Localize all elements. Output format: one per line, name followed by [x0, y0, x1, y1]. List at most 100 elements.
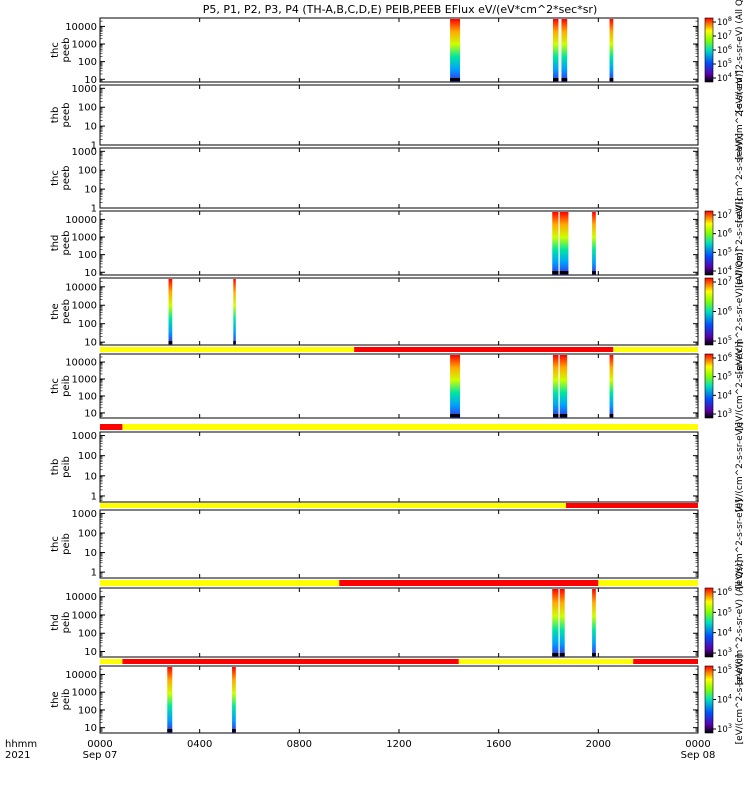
y-tick-label: 1000 — [72, 147, 97, 158]
panel-label: thepeeb — [50, 299, 72, 324]
spectrogram-floor — [592, 653, 596, 656]
colorbar — [704, 277, 714, 346]
spectrogram-block — [552, 589, 559, 657]
colorbar-label: 103 — [717, 407, 732, 420]
panel-label: thbpeeb — [50, 103, 72, 128]
chart-title: P5, P1, P2, P3, P4 (TH-A,B,C,D,E) PEIB,P… — [203, 3, 598, 16]
status-segment — [100, 659, 123, 664]
panel-label: thcpeeb — [50, 166, 72, 191]
spectrogram-floor — [552, 414, 559, 417]
colorbar-unit-label: [eV/(cm^2-s-sr-eV) (All Qs)] — [735, 560, 745, 685]
panel-1: 1 10 100 1000 thbpeeb [eV/(cm^2-s-sr-eV)] — [50, 70, 745, 160]
x-axis-year: 2021 — [5, 750, 30, 761]
y-tick-label: 100 — [78, 103, 97, 114]
y-tick-label: 10000 — [65, 22, 97, 33]
spectrogram-block — [552, 355, 559, 418]
colorbar-label: 103 — [717, 722, 732, 735]
colorbar-unit-label: [eV/(cm^2-s-sr-eV)] — [735, 655, 745, 745]
panel-label: thbpeib — [50, 456, 72, 478]
spectrogram-block — [450, 19, 461, 82]
y-tick-label: 1000 — [72, 431, 97, 442]
colorbar — [704, 665, 714, 734]
colorbar-unit-label: [eV/(cm^2-s-sr-eV)] — [735, 70, 745, 160]
status-segment — [339, 580, 599, 586]
x-tick-label: 1600 — [486, 739, 511, 750]
y-tick-label: 1000 — [72, 40, 97, 51]
spectrogram-block — [167, 667, 173, 733]
panel-3: 10 100 1000 10000 thdpeeb 104 105 106 107 [eV/(cm… — [50, 198, 745, 288]
spectrogram-floor — [561, 78, 568, 81]
colorbar-label: 104 — [717, 626, 732, 639]
colorbar-label: 104 — [717, 693, 732, 706]
x-tick-label: 2000 — [586, 739, 611, 750]
y-tick-label: 1 — [91, 204, 97, 215]
panel-10: 1 10 100 1000 thcpeib [eV/(cm^2-s-sr-eV)] — [50, 499, 745, 589]
y-tick-label: 10 — [84, 723, 97, 734]
colorbar-unit-label: [eV/(cm^2-s-sr-eV)] — [735, 198, 745, 288]
colorbar-label: 107 — [717, 275, 732, 288]
status-segment — [458, 659, 634, 664]
panel-4: 10 100 1000 10000 thepeeb 105 106 107 [eV/(cm^2-… — [50, 249, 745, 374]
spectrogram-block — [559, 355, 568, 418]
colorbar — [704, 353, 714, 419]
panel-14: 10 100 1000 10000 thepeib 103 104 105 [eV/(cm^2-… — [50, 655, 745, 745]
y-tick-label: 10 — [84, 408, 97, 419]
y-tick-label: 100 — [78, 57, 97, 68]
y-tick-label: 1000 — [72, 610, 97, 621]
y-tick-label: 10 — [84, 75, 97, 86]
y-tick-label: 10 — [84, 471, 97, 482]
colorbar-unit-label: [eV/(cm^2-s-sr-eV) (All Qs)] — [735, 249, 745, 374]
colorbar-label: 106 — [717, 305, 732, 318]
panel-frame — [99, 84, 699, 146]
panel-frame — [99, 17, 699, 83]
y-tick-label: 1 — [91, 491, 97, 502]
colorbar-unit-label: [eV/(cm^2-s-sr-eV)] — [735, 341, 745, 431]
y-tick-label: 10 — [84, 647, 97, 658]
y-tick-label: 1000 — [72, 301, 97, 312]
y-tick-label: 10 — [84, 185, 97, 196]
x-tick-label: 0400 — [187, 739, 212, 750]
y-tick-label: 100 — [78, 166, 97, 177]
y-tick-label: 1000 — [72, 688, 97, 699]
panel-label: thepeib — [50, 689, 72, 711]
spectrogram-block — [592, 589, 596, 657]
colorbar-label: 105 — [717, 605, 732, 618]
status-segment — [122, 659, 459, 664]
y-tick-label: 10000 — [65, 215, 97, 226]
y-tick-label: 100 — [78, 529, 97, 540]
status-segment — [100, 347, 355, 352]
spectrogram-floor — [168, 341, 173, 344]
spectrogram-block — [450, 355, 461, 418]
spectrogram-floor — [559, 271, 569, 274]
y-tick-label: 100 — [78, 319, 97, 330]
spectrogram-floor — [552, 653, 559, 656]
panel-frame — [99, 431, 699, 503]
spectrogram-block — [552, 19, 559, 82]
panel-8: 1 10 100 1000 thbpeib [eV/(cm^2-s-sr-eV)] — [50, 422, 745, 512]
y-tick-label: 1000 — [72, 233, 97, 244]
panel-label: thdpeeb — [50, 231, 72, 256]
spectrogram-block — [592, 212, 596, 275]
spectrogram-block — [609, 19, 614, 82]
spectrogram-block — [232, 667, 236, 733]
y-tick-label: 100 — [78, 391, 97, 402]
y-tick-label: 1 — [91, 141, 97, 152]
panel-6: 10 100 1000 10000 thcpeib 103 104 105 106 [eV/(cm… — [50, 341, 745, 431]
y-tick-label: 10 — [84, 268, 97, 279]
colorbar-label: 104 — [717, 264, 732, 277]
panel-11 — [100, 580, 698, 586]
status-segment — [613, 347, 698, 352]
colorbar-label: 105 — [717, 663, 732, 676]
x-tick-label: 1200 — [386, 739, 411, 750]
panel-5 — [100, 347, 698, 352]
x-tick-label: 0000 — [685, 739, 710, 750]
y-tick-label: 1000 — [72, 509, 97, 520]
spectrogram-floor — [552, 271, 559, 274]
spectrogram-block — [233, 279, 236, 345]
status-segment — [122, 424, 699, 430]
y-tick-label: 10000 — [65, 592, 97, 603]
spectrogram-floor — [609, 414, 614, 417]
